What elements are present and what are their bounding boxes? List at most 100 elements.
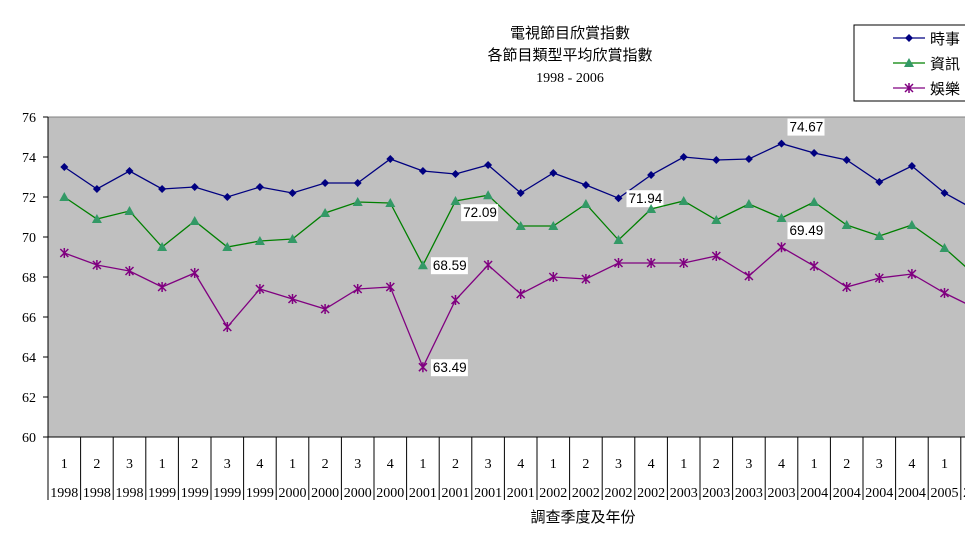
data-point [353, 179, 362, 187]
data-point [92, 260, 102, 270]
x-year-label: 2003 [670, 486, 698, 501]
data-point [647, 171, 656, 179]
legend-marker [904, 83, 914, 93]
data-point [418, 362, 428, 373]
data-point [875, 178, 884, 186]
data-point [417, 260, 428, 270]
data-point [678, 196, 689, 205]
data-point [939, 288, 950, 298]
x-year-label: 2000 [311, 486, 339, 501]
x-quarter-label: 1 [289, 457, 296, 472]
x-quarter-label: 1 [680, 457, 687, 472]
data-point [287, 234, 298, 243]
x-year-label: 1999 [213, 486, 241, 501]
x-quarter-label: 1 [61, 457, 68, 472]
x-year-label: 2001 [442, 486, 470, 501]
data-label: 74.67 [790, 120, 824, 135]
data-point [516, 189, 525, 197]
x-quarter-label: 2 [452, 457, 459, 472]
legend-marker [905, 34, 913, 42]
x-quarter-label: 2 [843, 457, 850, 472]
data-point [450, 295, 461, 305]
data-point [483, 260, 493, 270]
data-label: 69.49 [790, 223, 824, 238]
chart-year-range: 1998 - 2006 [536, 71, 604, 86]
x-year-label: 2003 [735, 486, 763, 501]
data-point [809, 197, 820, 206]
y-tick-label: 76 [22, 111, 36, 126]
legend-marker [904, 58, 914, 67]
y-tick-label: 66 [22, 311, 36, 326]
data-point [320, 208, 331, 217]
x-year-label: 2003 [768, 486, 796, 501]
data-point [190, 268, 200, 278]
data-point [59, 248, 69, 258]
data-point [874, 231, 885, 240]
data-point [254, 236, 265, 245]
data-point [580, 199, 591, 208]
data-point [124, 206, 135, 215]
data-point [125, 167, 134, 175]
data-point [874, 273, 884, 283]
x-quarter-label: 3 [485, 457, 492, 472]
data-point [841, 220, 852, 229]
data-label: 72.09 [463, 205, 497, 220]
y-tick-label: 60 [22, 431, 36, 446]
data-point [614, 194, 623, 203]
data-label: 63.49 [433, 360, 467, 375]
x-quarter-label: 4 [778, 457, 785, 472]
data-point [842, 156, 851, 164]
data-point [484, 161, 493, 169]
x-quarter-label: 2 [582, 457, 589, 472]
data-point [712, 156, 721, 164]
data-point [744, 155, 753, 163]
x-year-label: 2002 [539, 486, 567, 501]
x-quarter-label: 3 [354, 457, 361, 472]
x-year-label: 2005 [931, 486, 959, 501]
x-quarter-label: 4 [517, 457, 524, 472]
x-quarter-label: 3 [224, 457, 231, 472]
data-point [809, 261, 819, 271]
data-point [549, 169, 558, 177]
data-point [679, 153, 688, 161]
x-year-label: 1998 [83, 486, 111, 501]
legend-label: 時事 [930, 30, 960, 48]
data-point [158, 185, 167, 193]
x-quarter-label: 4 [908, 457, 915, 472]
x-quarter-label: 2 [713, 457, 720, 472]
y-tick-label: 72 [22, 191, 36, 206]
data-point [581, 181, 590, 189]
data-point [744, 271, 754, 281]
data-point [777, 139, 786, 148]
data-point [940, 189, 949, 197]
x-year-label: 2002 [637, 486, 665, 501]
x-quarter-label: 2 [93, 457, 100, 472]
x-axis-title: 調查季度及年份 [530, 508, 635, 526]
x-quarter-label: 3 [745, 457, 752, 472]
data-point [613, 235, 624, 244]
data-point [386, 155, 395, 163]
data-point [222, 322, 232, 332]
chart-subtitle: 各節目類型平均欣賞指數 [487, 46, 652, 64]
data-point [907, 269, 917, 279]
data-point [548, 272, 558, 282]
data-point [743, 199, 754, 208]
x-year-label: 1999 [148, 486, 176, 501]
y-tick-label: 64 [22, 351, 36, 366]
data-point [711, 215, 722, 224]
x-year-label: 1998 [116, 486, 144, 501]
data-point [287, 294, 298, 304]
data-point [711, 251, 721, 261]
data-label-bg [430, 359, 468, 377]
data-point [810, 149, 819, 157]
legend-label: 娛樂 [930, 80, 960, 98]
x-year-label: 2001 [409, 486, 437, 501]
data-point [190, 183, 199, 191]
data-point [60, 163, 69, 171]
x-quarter-label: 4 [648, 457, 655, 472]
data-point [418, 167, 427, 175]
x-year-label: 1999 [181, 486, 209, 501]
chart-title: 電視節目欣賞指數 [510, 24, 630, 42]
data-point [776, 242, 787, 253]
data-point [223, 193, 232, 201]
